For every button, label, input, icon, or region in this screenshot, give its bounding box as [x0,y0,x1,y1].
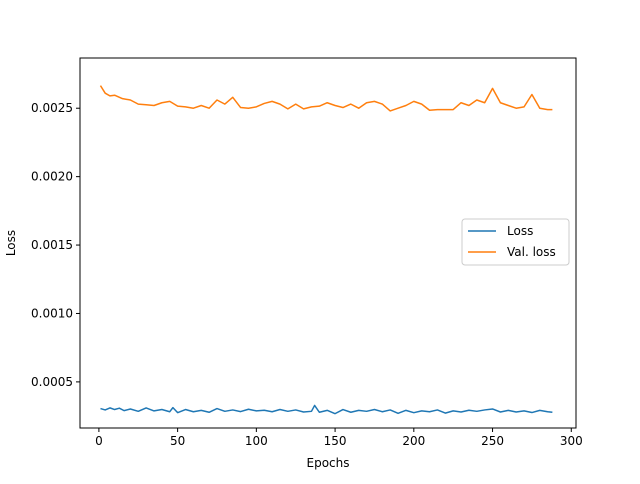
x-tick-label: 250 [481,434,504,448]
x-axis-ticks: 0 50 100 150 200 250 300 [95,428,583,448]
x-tick-label: 300 [560,434,583,448]
y-tick-label: 0.0010 [31,306,73,320]
series-layer [99,85,553,415]
y-axis-label: Loss [4,230,18,256]
plot-frame [79,57,577,429]
series-line-val-loss [99,85,553,112]
y-tick-label: 0.0015 [31,238,73,252]
x-tick-label: 50 [170,434,185,448]
legend-label-val-loss: Val. loss [507,245,556,259]
legend-label-loss: Loss [507,224,533,238]
x-tick-label: 0 [95,434,103,448]
series-line-loss [100,404,553,415]
y-tick-label: 0.0020 [31,170,73,184]
y-tick-label: 0.0005 [31,375,73,389]
x-axis-label: Epochs [307,456,350,470]
legend: Loss Val. loss [461,218,570,266]
y-axis-ticks: 0.0005 0.0010 0.0015 0.0020 0.0025 [31,101,80,389]
x-tick-label: 100 [245,434,268,448]
y-tick-label: 0.0025 [31,101,73,115]
x-tick-label: 200 [402,434,425,448]
x-tick-label: 150 [324,434,347,448]
